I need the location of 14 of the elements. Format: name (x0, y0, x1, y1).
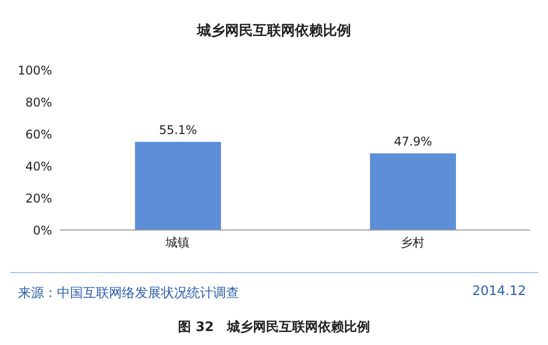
data-label: 47.9% (394, 134, 432, 148)
y-tick-label: 60% (25, 127, 52, 142)
y-tick-label: 20% (25, 191, 52, 206)
y-tick-label: 100% (18, 63, 52, 78)
chart-title: 城乡网民互联网依赖比例 (196, 22, 352, 40)
x-tick-label: 乡村 (400, 236, 424, 250)
data-label: 55.1% (158, 122, 198, 137)
source-note: 来源：中国互联网络发展状况统计调查 (18, 285, 239, 302)
caption: 图 32 城乡网民互联网依赖比例 (177, 319, 371, 336)
y-tick-label: 80% (25, 95, 52, 110)
y-tick-label: 0% (32, 223, 52, 238)
text: 2014.12 (472, 284, 526, 299)
y-tick-label: 40% (25, 159, 52, 174)
x-tick-label: 城镇 (164, 236, 190, 250)
